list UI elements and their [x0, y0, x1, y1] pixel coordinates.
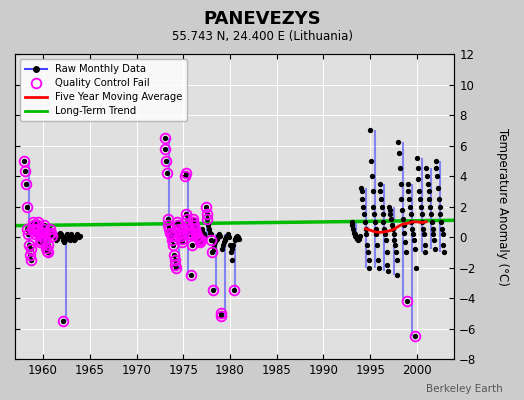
Y-axis label: Temperature Anomaly (°C): Temperature Anomaly (°C) — [496, 128, 509, 286]
Text: 55.743 N, 24.400 E (Lithuania): 55.743 N, 24.400 E (Lithuania) — [171, 30, 353, 43]
Text: Berkeley Earth: Berkeley Earth — [427, 384, 503, 394]
Legend: Raw Monthly Data, Quality Control Fail, Five Year Moving Average, Long-Term Tren: Raw Monthly Data, Quality Control Fail, … — [20, 59, 188, 121]
Text: PANEVEZYS: PANEVEZYS — [203, 10, 321, 28]
